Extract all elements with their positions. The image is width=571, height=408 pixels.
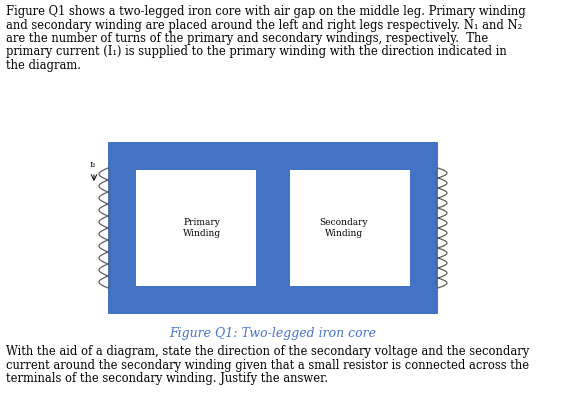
Text: With the aid of a diagram, state the direction of the secondary voltage and the : With the aid of a diagram, state the dir… bbox=[6, 345, 529, 358]
Text: Figure Q1: Two-legged iron core: Figure Q1: Two-legged iron core bbox=[170, 327, 376, 340]
Bar bbox=[290, 170, 410, 286]
Text: primary current (I₁) is supplied to the primary winding with the direction indic: primary current (I₁) is supplied to the … bbox=[6, 46, 506, 58]
Text: are the number of turns of the primary and secondary windings, respectively.  Th: are the number of turns of the primary a… bbox=[6, 32, 488, 45]
Text: current around the secondary winding given that a small resistor is connected ac: current around the secondary winding giv… bbox=[6, 359, 529, 372]
Text: Primary
Winding: Primary Winding bbox=[183, 218, 221, 238]
Bar bbox=[136, 170, 256, 286]
Text: I₁: I₁ bbox=[90, 161, 96, 169]
Text: and secondary winding are placed around the left and right legs respectively. N₁: and secondary winding are placed around … bbox=[6, 18, 522, 31]
Text: Figure Q1 shows a two-legged iron core with air gap on the middle leg. Primary w: Figure Q1 shows a two-legged iron core w… bbox=[6, 5, 526, 18]
Text: the diagram.: the diagram. bbox=[6, 59, 81, 72]
Bar bbox=[258, 272, 288, 286]
Bar bbox=[258, 170, 288, 254]
Bar bbox=[108, 142, 438, 314]
Text: Secondary
Winding: Secondary Winding bbox=[320, 218, 368, 238]
Text: terminals of the secondary winding. Justify the answer.: terminals of the secondary winding. Just… bbox=[6, 372, 328, 385]
